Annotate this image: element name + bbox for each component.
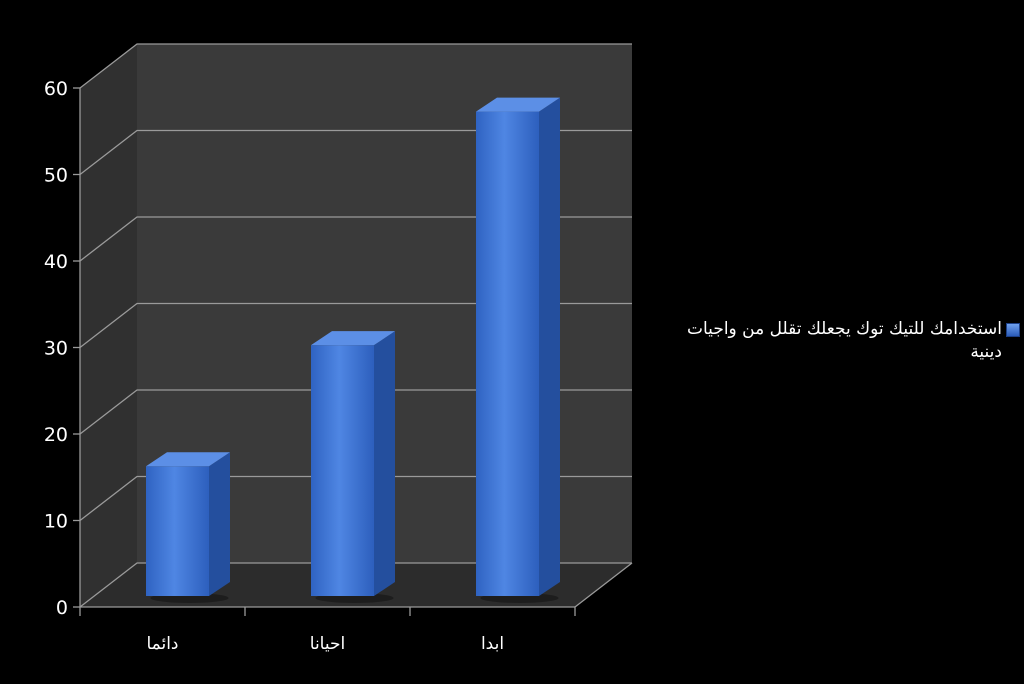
y-tick-label: 10 — [44, 511, 68, 533]
bar-front — [146, 466, 209, 596]
bar-top — [476, 97, 560, 112]
bar-side — [539, 97, 560, 596]
gridline — [79, 475, 632, 522]
gridline — [79, 43, 632, 89]
bar — [311, 331, 395, 603]
bar-side — [374, 331, 395, 596]
bars — [146, 97, 560, 603]
bar-top — [311, 331, 395, 346]
floor-edge — [574, 562, 633, 608]
y-tick-label: 30 — [44, 338, 68, 360]
x-axis-tick-labels: دائما احيانا ابدا — [146, 634, 504, 654]
legend-swatch — [1006, 323, 1020, 337]
y-axis-tick-labels: 0 10 20 30 40 50 60 — [44, 78, 68, 619]
gridline — [79, 562, 632, 608]
x-tick-label: ابدا — [481, 634, 504, 654]
bar — [476, 97, 560, 603]
gridline — [79, 302, 632, 349]
x-tick-label: دائما — [146, 634, 178, 654]
gridline — [79, 216, 632, 262]
bar-top — [146, 452, 230, 467]
bar-side — [209, 452, 230, 596]
y-tick-label: 40 — [44, 251, 68, 273]
bar-front — [311, 345, 374, 596]
y-tick-label: 0 — [56, 597, 68, 619]
x-tick-label: احيانا — [310, 634, 345, 654]
axes — [73, 87, 633, 616]
y-tick-label: 50 — [44, 165, 68, 187]
y-tick-label: 60 — [44, 78, 68, 100]
legend-entry-label: استخدامك للتيك توك يجعلك تقلل من واجيات … — [687, 319, 1002, 362]
y-tick-label: 20 — [44, 424, 68, 446]
gridline — [79, 129, 632, 176]
legend: استخدامك للتيك توك يجعلك تقلل من واجيات … — [660, 318, 1020, 364]
bar — [146, 452, 230, 603]
gridlines — [79, 43, 632, 608]
gridline — [79, 389, 632, 435]
bar-front — [476, 111, 539, 596]
